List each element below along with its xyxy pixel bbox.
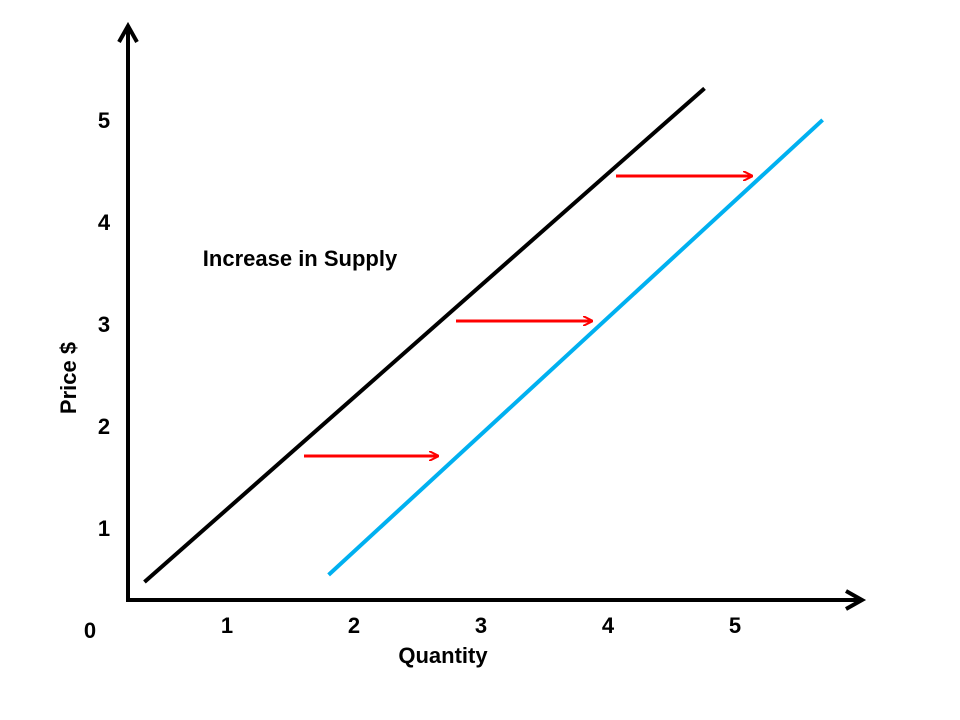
y-axis-label: Price $	[56, 342, 81, 414]
x-tick-label: 2	[348, 613, 360, 638]
y-tick-label: 2	[98, 414, 110, 439]
y-tick-label: 5	[98, 108, 110, 133]
supply-line	[143, 86, 706, 584]
x-tick-label: 4	[602, 613, 615, 638]
y-tick-label: 1	[98, 516, 110, 541]
chart-title: Increase in Supply	[203, 246, 398, 271]
supply-line	[327, 118, 824, 577]
x-tick-label: 1	[221, 613, 233, 638]
y-tick-label: 0	[84, 618, 96, 643]
x-axis-arrow	[845, 589, 867, 611]
x-tick-label: 5	[729, 613, 741, 638]
x-axis-label: Quantity	[398, 643, 488, 668]
x-tick-label: 3	[475, 613, 487, 638]
y-tick-label: 4	[98, 210, 111, 235]
y-axis-arrow	[117, 21, 139, 43]
y-tick-label: 3	[98, 312, 110, 337]
